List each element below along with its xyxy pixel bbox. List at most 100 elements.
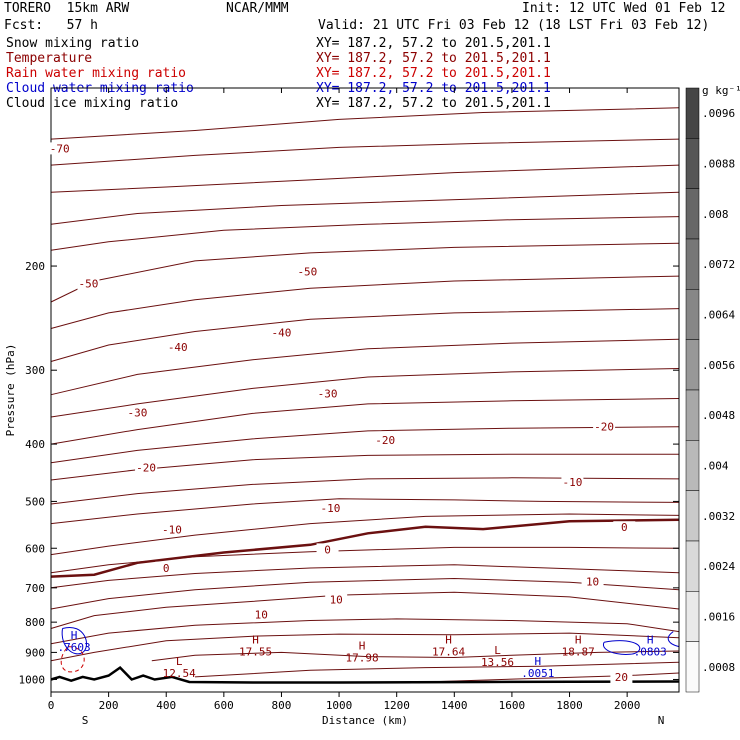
- y-tick-label: 200: [25, 260, 45, 273]
- extremum-value: 17.64: [432, 646, 465, 659]
- colorbar-swatch: [685, 289, 700, 340]
- contour-label: 0: [621, 521, 628, 534]
- colorbar-swatch: [685, 87, 700, 139]
- contour-label-bg: [160, 523, 183, 536]
- moisture-contours: [60, 626, 680, 673]
- contour-label-bg: [561, 475, 584, 488]
- contour-label: 0: [163, 562, 170, 575]
- isotherm-0: [50, 107, 680, 140]
- colorbar-swatch: [685, 641, 700, 693]
- y-tick-label: 400: [25, 438, 45, 451]
- isotherm-5: [50, 242, 680, 303]
- isotherm-16: [50, 546, 680, 574]
- contour-label-bg: [155, 561, 178, 574]
- isotherm-19: [50, 591, 680, 629]
- extremum-value: 17.98: [346, 652, 379, 665]
- isotherm-3: [50, 191, 680, 225]
- legend-label-rain: Rain water mixing ratio: [6, 66, 187, 81]
- y-tick-label: 300: [25, 364, 45, 377]
- x-tick-label: 600: [214, 699, 234, 712]
- x-axis-label: Distance (km): [322, 714, 408, 727]
- contour-label-bg: [250, 608, 273, 621]
- contour-label: -10: [162, 524, 182, 537]
- contour-labels: -70 -50 -50 -40 -40 -30 -30 -20 -20 -20 -10 -10 -10 0…: [48, 142, 667, 684]
- x-tick-label: 1800: [556, 699, 583, 712]
- legend-xy-temperature: XY= 187.2, 57.2 to 201.5,201.1: [316, 51, 551, 66]
- extremum-value: 18.87: [562, 646, 595, 659]
- colorbar-tick-label: .0032: [702, 510, 735, 523]
- extremum-marker: H: [647, 634, 654, 647]
- extremum-marker: H: [359, 640, 366, 653]
- colorbar-swatch: [685, 540, 700, 592]
- contour-label-bg: [319, 502, 342, 515]
- contour-label-bg: [316, 387, 339, 400]
- plot-frame: [50, 87, 680, 693]
- legend-label-temperature: Temperature: [6, 51, 93, 66]
- contour-label: 0: [324, 543, 331, 556]
- colorbar-swatch: [685, 238, 700, 290]
- isotherm-23: [194, 661, 680, 678]
- isotherm-10: [50, 398, 680, 445]
- axes: 0 200 400 600 800 1000 1200 1400 1600 1800 2000200…: [4, 88, 679, 727]
- contour-label: 10: [255, 609, 268, 622]
- isotherm-14: [50, 498, 680, 525]
- temperature-contours: [50, 107, 680, 683]
- colorbar-tick-label: .0016: [702, 611, 735, 624]
- contour-label-bg: [581, 575, 604, 588]
- valid-time: Valid: 21 UTC Fri 03 Feb 12 (18 LST Fri …: [318, 18, 710, 33]
- colorbar-tick-label: .0048: [702, 409, 735, 422]
- y-tick-label: 700: [25, 582, 45, 595]
- rain-water-contour: [60, 646, 85, 673]
- legend-label-cloud-ice: Cloud ice mixing ratio: [6, 96, 179, 111]
- y-tick-label: 500: [25, 495, 45, 508]
- terrain: [50, 665, 680, 684]
- isotherm-2: [50, 164, 680, 193]
- x-tick-label: 0: [48, 699, 55, 712]
- contour-label: -20: [136, 462, 156, 475]
- contour-label: -30: [127, 406, 147, 419]
- isotherm-17: [50, 564, 680, 589]
- isotherm-24: [425, 672, 680, 683]
- isotherm-6: [50, 275, 680, 329]
- extremum-marker: H: [71, 629, 78, 642]
- contour-label: -10: [562, 476, 582, 489]
- extremum-value: .7603: [57, 641, 90, 654]
- isotherm-12: [50, 453, 679, 481]
- model-name: TORERO 15km ARW: [4, 1, 130, 16]
- colorbar-swatch: [685, 591, 700, 642]
- isotherm-7: [50, 308, 680, 362]
- contour-label-bg: [316, 543, 339, 556]
- contour-label: -10: [320, 502, 340, 515]
- extremum-marker: L: [494, 644, 501, 657]
- contour-label: 20: [615, 671, 628, 684]
- x-tick-label: 200: [99, 699, 119, 712]
- contour-label-bg: [126, 406, 149, 419]
- y-tick-label: 800: [25, 616, 45, 629]
- y-tick-label: 1000: [19, 673, 46, 686]
- legend-xy-snow: XY= 187.2, 57.2 to 201.5,201.1: [316, 36, 551, 51]
- x-tick-label: 800: [272, 699, 292, 712]
- contour-label: -20: [375, 434, 395, 447]
- cloud-water-contour-north: [603, 640, 641, 655]
- colorbar-tick-label: .0072: [702, 258, 735, 271]
- isotherm-18: [50, 577, 680, 610]
- forecast-hour: Fcst: 57 h: [4, 18, 98, 33]
- extremum-marker: H: [252, 634, 259, 647]
- colorbar-tick-label: .0088: [702, 158, 735, 171]
- contour-label-bg: [374, 433, 397, 446]
- isotherm-15: [50, 513, 680, 556]
- isotherm-13: [50, 477, 680, 505]
- colorbar-tick-label: .0024: [702, 560, 735, 573]
- colorbar-unit: g kg⁻¹: [702, 84, 740, 97]
- contour-label-bg: [48, 142, 71, 155]
- isotherm-11: [50, 426, 680, 464]
- extremum-marker: H: [535, 655, 542, 668]
- contour-label-bg: [296, 265, 319, 278]
- extremum-value: 17.55: [239, 646, 272, 659]
- isotherm-4: [50, 216, 680, 251]
- legend-xy-cloud-ice: XY= 187.2, 57.2 to 201.5,201.1: [316, 96, 551, 111]
- contour-label: -30: [318, 388, 338, 401]
- x-tick-label: 2000: [614, 699, 641, 712]
- colorbar-tick-label: .0056: [702, 359, 735, 372]
